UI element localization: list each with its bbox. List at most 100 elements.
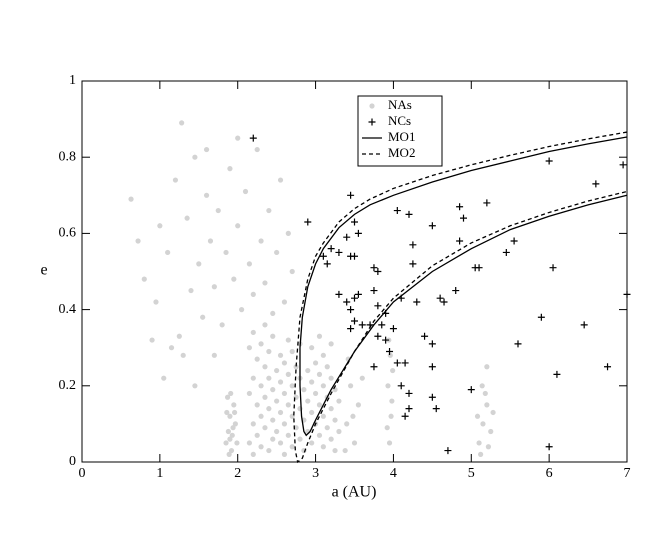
point	[467, 386, 475, 394]
point	[242, 188, 249, 195]
point	[235, 135, 241, 141]
point	[200, 314, 206, 320]
point	[211, 284, 217, 290]
point	[488, 428, 494, 435]
point	[393, 207, 401, 215]
x-tick-label: 2	[234, 466, 241, 481]
point	[274, 249, 280, 256]
point	[390, 367, 396, 374]
point	[258, 238, 264, 244]
point	[176, 333, 182, 339]
point	[397, 382, 405, 390]
point	[409, 260, 417, 268]
point	[335, 248, 343, 256]
point	[211, 352, 217, 358]
point	[312, 390, 319, 397]
point	[480, 421, 486, 427]
point	[232, 409, 238, 416]
point	[348, 383, 354, 389]
point	[172, 177, 179, 183]
point	[355, 402, 361, 408]
point	[482, 390, 488, 397]
point	[184, 215, 190, 221]
point	[342, 447, 348, 454]
point	[388, 413, 394, 419]
point	[440, 298, 448, 306]
point	[320, 383, 326, 389]
point	[277, 379, 284, 385]
point	[285, 432, 291, 438]
point	[514, 340, 522, 348]
x-tick-label: 4	[390, 466, 397, 481]
point	[328, 375, 334, 381]
point	[428, 222, 436, 230]
point	[225, 428, 231, 435]
point	[266, 375, 272, 381]
point	[285, 230, 291, 236]
point	[227, 413, 233, 419]
legend-symbol	[369, 103, 375, 109]
point	[239, 307, 245, 313]
point	[128, 196, 134, 202]
point	[502, 248, 510, 256]
point	[246, 440, 252, 446]
point	[324, 425, 330, 431]
point	[301, 387, 307, 393]
point	[226, 451, 232, 457]
point	[389, 398, 395, 404]
point	[316, 333, 323, 339]
point	[332, 387, 338, 393]
x-axis-label: a (AU)	[332, 484, 377, 501]
point	[246, 390, 252, 397]
point	[165, 249, 171, 256]
point	[219, 322, 225, 328]
point	[370, 287, 378, 295]
point	[382, 336, 390, 344]
point	[277, 352, 284, 358]
point	[289, 383, 295, 389]
point	[196, 261, 202, 267]
point	[289, 444, 295, 450]
point	[309, 345, 315, 351]
point	[545, 443, 553, 451]
point	[180, 352, 186, 358]
point	[224, 409, 230, 416]
point	[228, 447, 235, 454]
point	[277, 440, 284, 446]
point	[328, 341, 334, 347]
point	[277, 409, 284, 416]
point	[135, 238, 141, 244]
point	[266, 406, 272, 412]
point	[456, 203, 464, 211]
point	[370, 363, 378, 371]
point	[309, 409, 315, 416]
point	[281, 299, 288, 305]
point	[227, 166, 233, 172]
point	[192, 383, 198, 389]
point	[262, 322, 268, 328]
point	[347, 306, 355, 314]
point	[157, 223, 163, 229]
point	[320, 444, 326, 450]
y-tick-label: 0.4	[59, 302, 77, 317]
point	[351, 440, 358, 446]
point	[374, 332, 382, 340]
point	[274, 398, 280, 404]
legend-label: MO2	[388, 145, 415, 160]
point	[386, 440, 393, 446]
point	[619, 161, 627, 169]
point	[483, 199, 491, 207]
point	[305, 367, 311, 374]
point	[281, 360, 288, 366]
point	[332, 417, 338, 423]
point	[413, 298, 421, 306]
point	[385, 383, 391, 389]
point	[421, 332, 429, 340]
point	[405, 389, 413, 397]
point	[203, 192, 210, 198]
point	[358, 321, 366, 329]
point	[270, 417, 276, 423]
point	[316, 402, 323, 408]
point	[401, 359, 409, 367]
x-tick-label: 5	[468, 466, 475, 481]
